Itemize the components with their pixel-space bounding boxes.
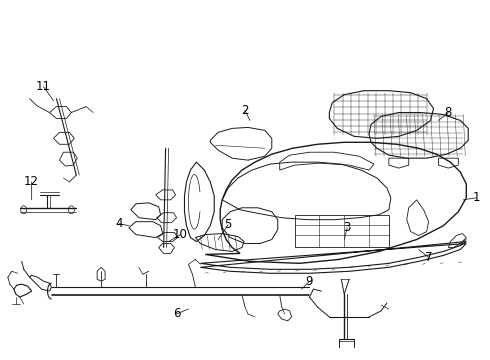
Text: 8: 8: [445, 106, 452, 119]
Text: 12: 12: [24, 175, 39, 189]
Text: 6: 6: [173, 307, 180, 320]
Text: 3: 3: [343, 221, 351, 234]
Text: 5: 5: [224, 218, 232, 231]
Text: 7: 7: [425, 251, 432, 264]
Text: 4: 4: [115, 217, 122, 230]
Text: 10: 10: [173, 228, 188, 241]
Text: 2: 2: [241, 104, 249, 117]
Text: 11: 11: [36, 80, 51, 93]
Text: 1: 1: [472, 192, 480, 204]
Text: 9: 9: [306, 275, 313, 288]
